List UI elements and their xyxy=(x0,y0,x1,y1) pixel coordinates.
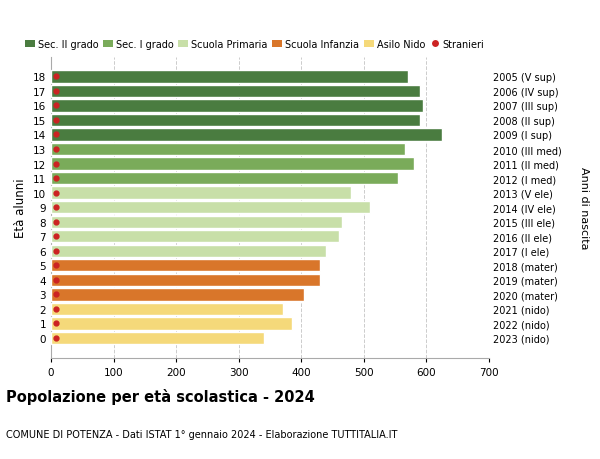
Bar xyxy=(51,71,407,84)
Bar xyxy=(51,332,264,344)
Bar xyxy=(51,85,420,98)
Bar xyxy=(51,230,339,243)
Bar xyxy=(51,216,342,229)
Bar xyxy=(51,173,398,185)
Bar xyxy=(51,274,320,286)
Bar xyxy=(51,202,370,214)
Bar xyxy=(51,245,326,257)
Text: COMUNE DI POTENZA - Dati ISTAT 1° gennaio 2024 - Elaborazione TUTTITALIA.IT: COMUNE DI POTENZA - Dati ISTAT 1° gennai… xyxy=(6,429,397,439)
Bar xyxy=(51,129,442,141)
Bar xyxy=(51,158,414,170)
Bar xyxy=(51,303,283,315)
Y-axis label: Anni di nascita: Anni di nascita xyxy=(578,167,589,249)
Bar xyxy=(51,187,352,199)
Text: Popolazione per età scolastica - 2024: Popolazione per età scolastica - 2024 xyxy=(6,388,315,404)
Bar xyxy=(51,115,420,127)
Bar xyxy=(51,259,320,272)
Legend: Sec. II grado, Sec. I grado, Scuola Primaria, Scuola Infanzia, Asilo Nido, Stran: Sec. II grado, Sec. I grado, Scuola Prim… xyxy=(25,39,484,50)
Y-axis label: Età alunni: Età alunni xyxy=(14,178,28,237)
Bar xyxy=(51,100,424,112)
Bar xyxy=(51,144,404,156)
Bar xyxy=(51,289,304,301)
Bar xyxy=(51,318,292,330)
